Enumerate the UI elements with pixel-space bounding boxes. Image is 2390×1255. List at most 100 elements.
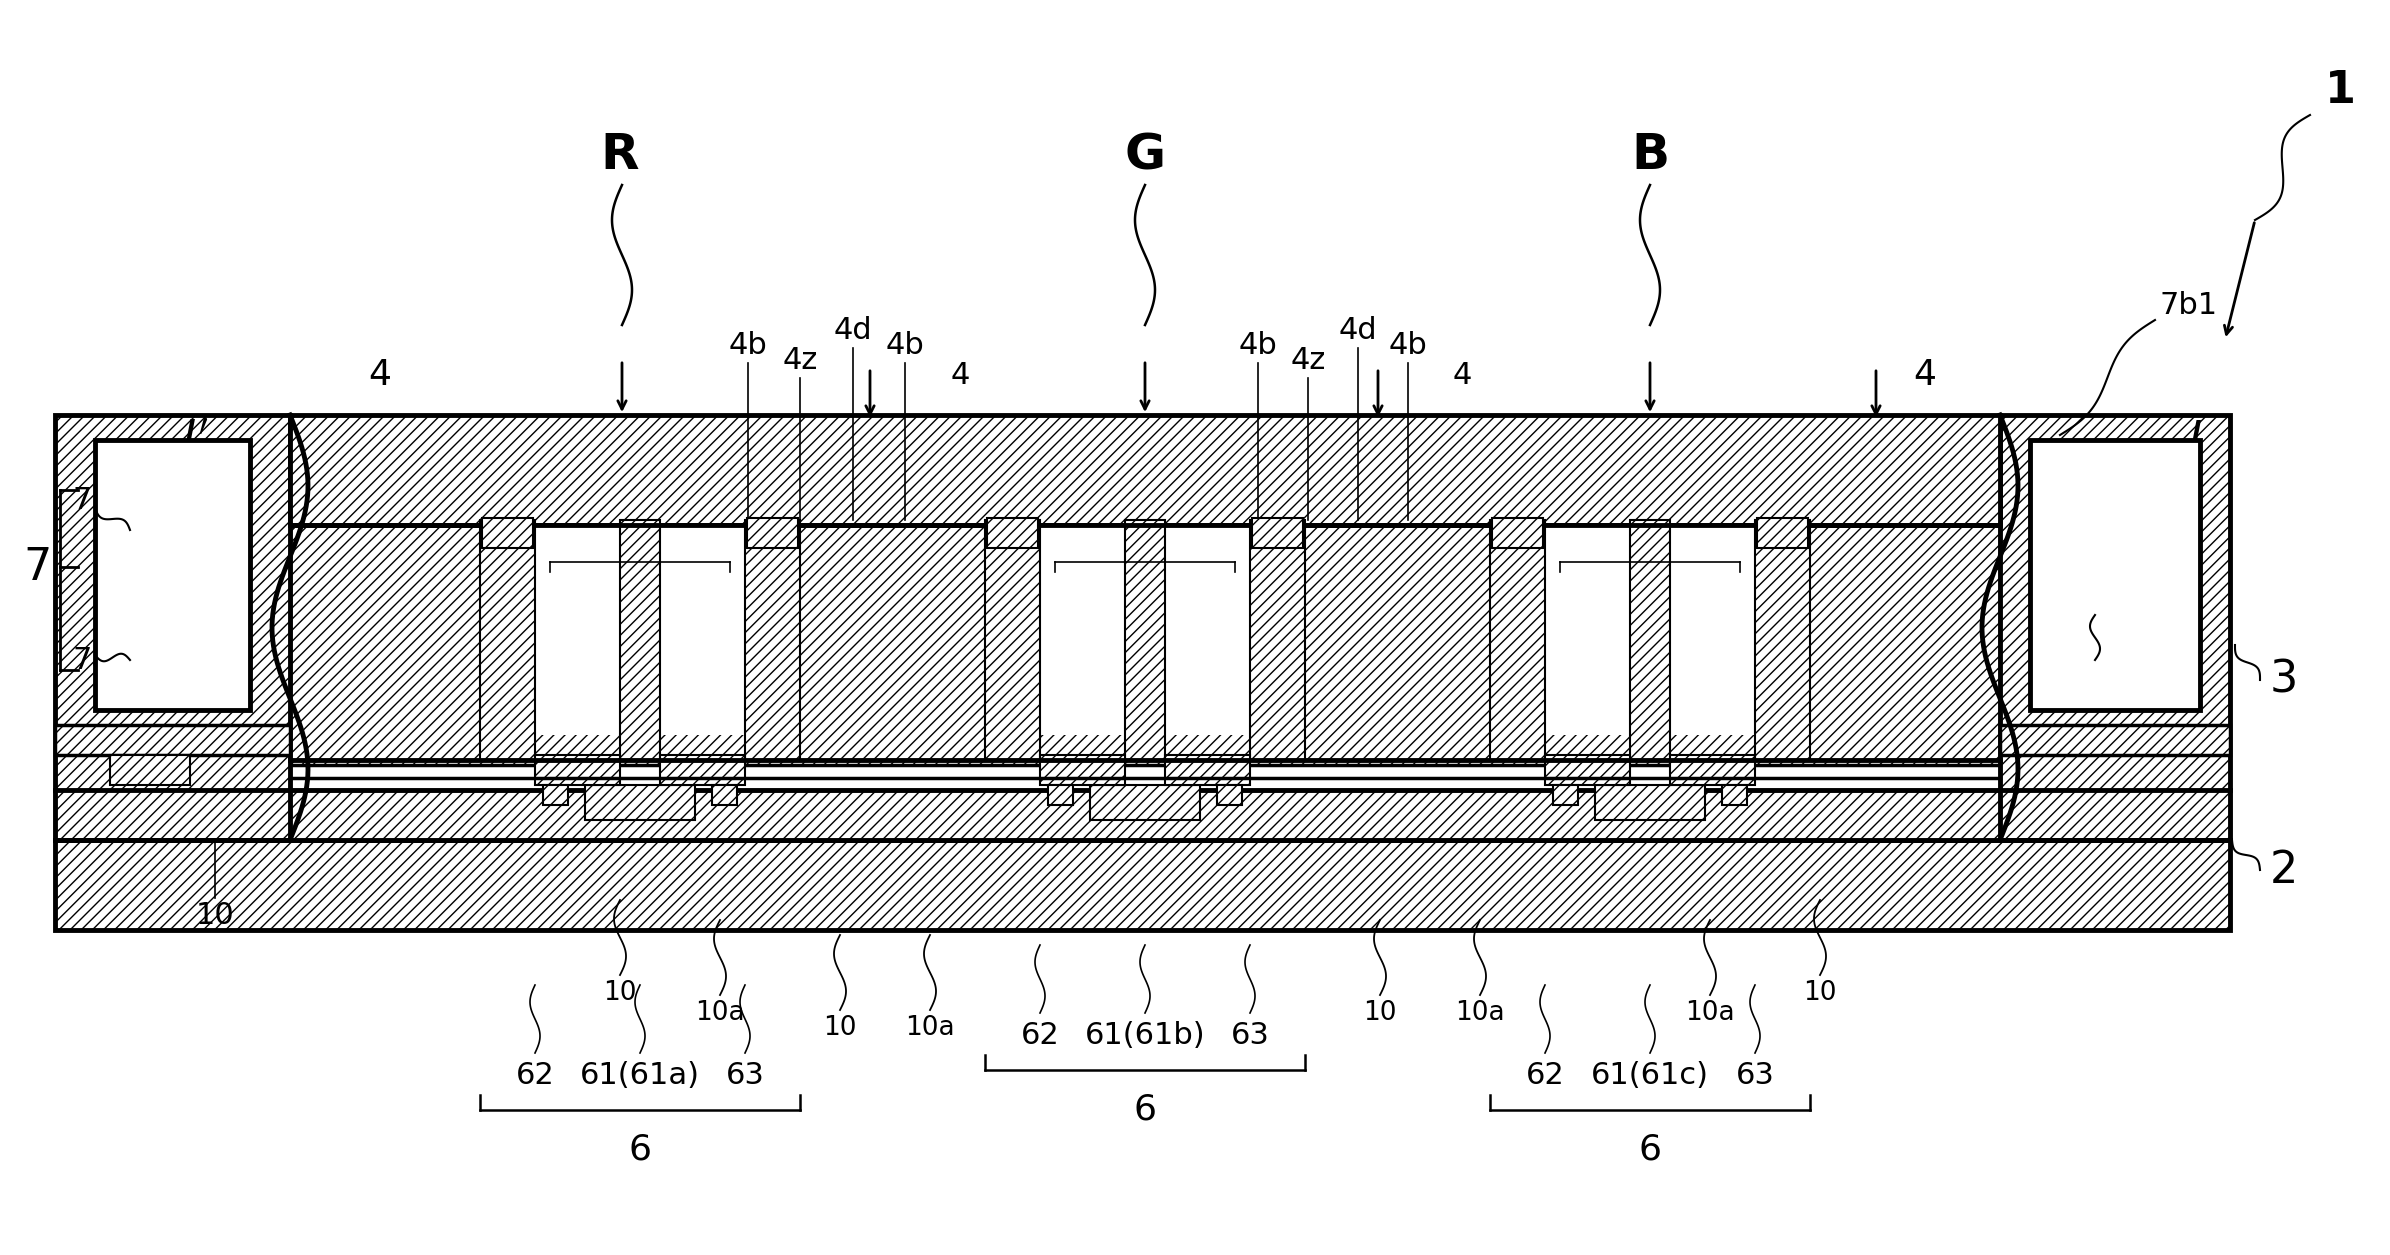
Text: 4z: 4z bbox=[782, 345, 817, 374]
Bar bbox=[2000, 415, 2230, 840]
Text: 9: 9 bbox=[2082, 569, 2108, 611]
Text: 10: 10 bbox=[1362, 1000, 1396, 1027]
Bar bbox=[1047, 784, 1073, 804]
Text: 63: 63 bbox=[1735, 1060, 1773, 1089]
Bar bbox=[1671, 756, 1754, 784]
Bar bbox=[1491, 518, 1544, 548]
Bar bbox=[1544, 756, 1630, 784]
Bar bbox=[1757, 518, 1807, 548]
Text: R: R bbox=[600, 131, 638, 179]
Text: 2: 2 bbox=[2270, 848, 2299, 891]
Bar bbox=[1164, 756, 1250, 784]
Bar bbox=[1164, 525, 1250, 735]
Text: 10a: 10a bbox=[695, 1000, 746, 1027]
Text: 62: 62 bbox=[1525, 1060, 1565, 1089]
Text: 4b: 4b bbox=[729, 330, 767, 359]
Bar bbox=[1630, 520, 1671, 761]
Bar bbox=[1126, 520, 1164, 761]
Text: 10a: 10a bbox=[1685, 1000, 1735, 1027]
Text: 4z: 4z bbox=[1291, 345, 1326, 374]
Bar bbox=[748, 518, 798, 548]
Text: 5b: 5b bbox=[1687, 576, 1723, 604]
Bar bbox=[55, 789, 2230, 840]
Bar bbox=[55, 725, 289, 756]
Text: 3: 3 bbox=[2270, 659, 2299, 702]
Text: 4b: 4b bbox=[887, 330, 925, 359]
Text: 61(61a): 61(61a) bbox=[581, 1060, 700, 1089]
Bar bbox=[1594, 784, 1704, 820]
Text: 63: 63 bbox=[1231, 1020, 1269, 1049]
Text: 4: 4 bbox=[951, 360, 970, 389]
Bar bbox=[1090, 784, 1200, 820]
Text: 4: 4 bbox=[1453, 360, 1472, 389]
Bar bbox=[1040, 525, 1126, 735]
Bar bbox=[289, 525, 2000, 766]
Bar bbox=[1544, 525, 1630, 735]
Text: 10: 10 bbox=[822, 1015, 856, 1040]
Text: 6: 6 bbox=[1133, 1093, 1157, 1127]
Bar bbox=[660, 525, 746, 735]
Text: 5: 5 bbox=[1135, 531, 1154, 560]
Bar bbox=[619, 520, 660, 761]
Bar bbox=[480, 520, 535, 761]
Text: 1: 1 bbox=[2325, 69, 2357, 112]
Text: 5a: 5a bbox=[569, 576, 602, 604]
Text: 7a: 7a bbox=[72, 645, 110, 674]
Text: 61(61c): 61(61c) bbox=[1592, 1060, 1709, 1089]
Text: 5b: 5b bbox=[676, 576, 712, 604]
Text: 10: 10 bbox=[602, 980, 636, 1007]
Bar bbox=[2000, 725, 2230, 756]
Bar bbox=[1754, 520, 1809, 761]
Text: 10: 10 bbox=[1802, 980, 1838, 1007]
Text: $I'$: $I'$ bbox=[182, 418, 208, 462]
Text: 4b: 4b bbox=[1389, 330, 1427, 359]
Bar bbox=[96, 441, 251, 710]
Text: B: B bbox=[1630, 131, 1668, 179]
Bar bbox=[746, 520, 801, 761]
Bar bbox=[1252, 518, 1303, 548]
Text: 62: 62 bbox=[1021, 1020, 1059, 1049]
Text: 5b: 5b bbox=[1183, 576, 1217, 604]
Bar bbox=[1217, 784, 1243, 804]
Bar bbox=[535, 525, 619, 735]
Text: 5a: 5a bbox=[1577, 576, 1613, 604]
Bar bbox=[1554, 784, 1577, 804]
Bar bbox=[110, 756, 189, 784]
Text: 4d: 4d bbox=[1338, 315, 1377, 345]
Bar bbox=[55, 415, 289, 840]
Text: 10: 10 bbox=[196, 901, 234, 930]
Text: 10a: 10a bbox=[906, 1015, 956, 1040]
Bar bbox=[535, 756, 619, 784]
Bar bbox=[1723, 784, 1747, 804]
Text: 4: 4 bbox=[368, 358, 392, 392]
Bar bbox=[289, 415, 2000, 525]
Bar bbox=[543, 784, 569, 804]
Bar bbox=[660, 756, 746, 784]
Text: 6: 6 bbox=[1640, 1133, 1661, 1167]
Text: 61(61b): 61(61b) bbox=[1085, 1020, 1205, 1049]
Bar bbox=[987, 518, 1037, 548]
Text: 10a: 10a bbox=[1456, 1000, 1506, 1027]
Text: G: G bbox=[1123, 131, 1166, 179]
Bar bbox=[586, 784, 695, 820]
Bar bbox=[1671, 525, 1754, 735]
Bar bbox=[1250, 520, 1305, 761]
Text: 7b1: 7b1 bbox=[2161, 290, 2218, 320]
Text: 4: 4 bbox=[1914, 358, 1936, 392]
Bar bbox=[712, 784, 736, 804]
Text: 63: 63 bbox=[727, 1060, 765, 1089]
Bar bbox=[1040, 756, 1126, 784]
Text: 5: 5 bbox=[631, 531, 650, 560]
Text: 62: 62 bbox=[516, 1060, 554, 1089]
Text: 7: 7 bbox=[24, 546, 53, 589]
Text: 4d: 4d bbox=[834, 315, 872, 345]
Text: 5: 5 bbox=[1640, 531, 1659, 560]
Bar bbox=[55, 840, 2230, 930]
Text: 7b: 7b bbox=[72, 486, 110, 515]
Text: $I$: $I$ bbox=[2187, 418, 2201, 462]
Text: 5a: 5a bbox=[1073, 576, 1107, 604]
Text: 4b: 4b bbox=[1238, 330, 1276, 359]
Text: 6: 6 bbox=[629, 1133, 652, 1167]
Bar bbox=[985, 520, 1040, 761]
Bar bbox=[2029, 441, 2201, 710]
